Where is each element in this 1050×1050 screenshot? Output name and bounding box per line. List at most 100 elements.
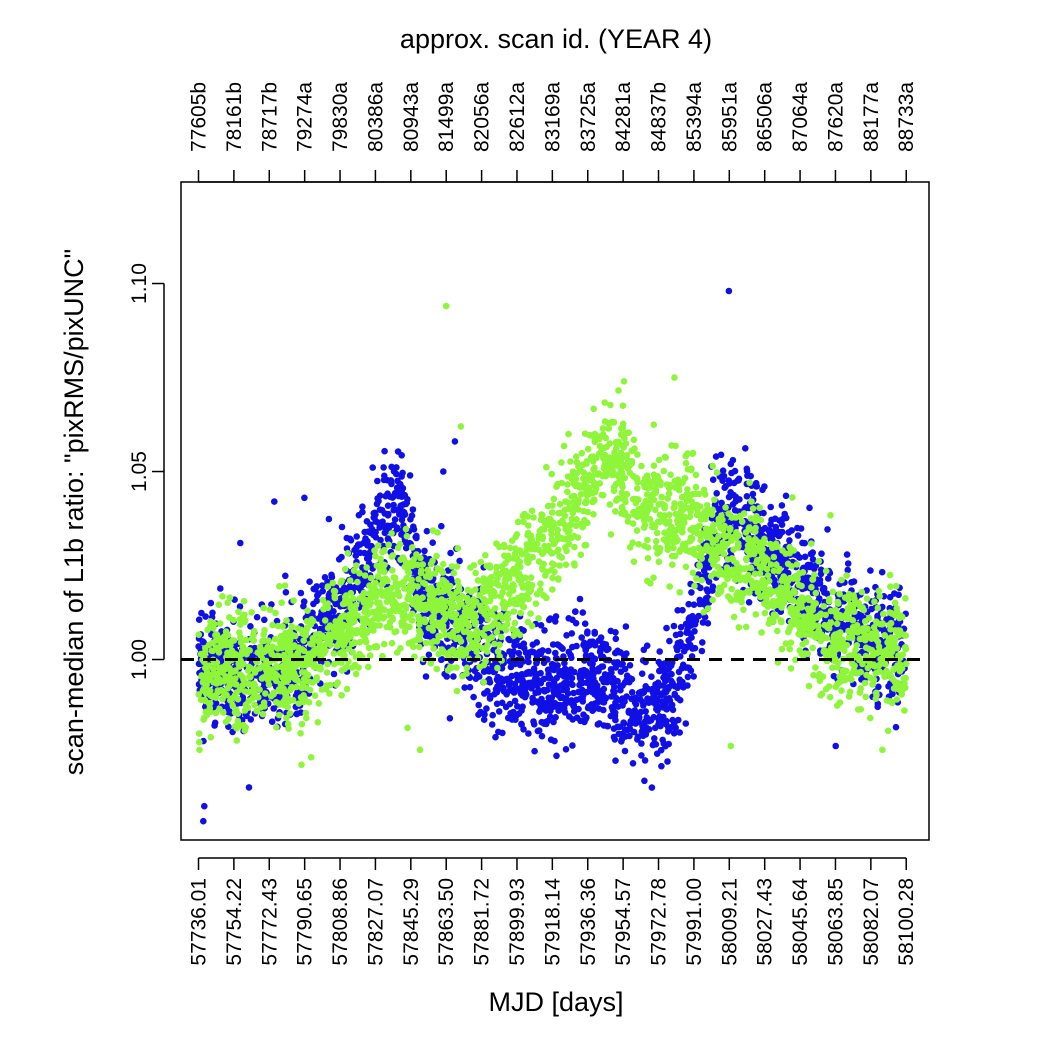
data-point: [767, 503, 774, 511]
data-point: [373, 500, 381, 508]
data-point: [696, 503, 704, 510]
data-point: [704, 588, 712, 595]
data-point: [261, 626, 268, 634]
data-point: [242, 701, 250, 709]
data-point: [635, 541, 642, 548]
data-point: [894, 685, 902, 692]
data-point: [551, 699, 559, 707]
data-point: [412, 569, 420, 576]
data-point: [338, 692, 345, 699]
data-point: [260, 604, 267, 612]
data-point: [321, 574, 329, 581]
data-point: [314, 664, 322, 672]
data-point: [398, 473, 405, 480]
data-point: [687, 466, 695, 474]
data-point: [195, 631, 203, 638]
data-point: [657, 722, 664, 730]
data-point: [811, 622, 819, 629]
data-point: [283, 689, 290, 696]
data-point: [760, 539, 768, 547]
data-point: [832, 683, 840, 691]
data-point: [701, 491, 709, 498]
data-point: [643, 491, 651, 498]
data-point: [697, 536, 704, 544]
data-point: [401, 628, 409, 635]
data-point: [895, 632, 902, 639]
data-point: [570, 702, 577, 710]
data-point: [542, 572, 549, 579]
data-point: [815, 557, 822, 565]
data-point: [243, 636, 250, 644]
data-point: [752, 611, 760, 618]
data-point: [683, 644, 690, 652]
data-point: [621, 435, 628, 442]
data-point: [379, 615, 387, 622]
data-point: [596, 720, 603, 727]
data-point: [381, 447, 388, 455]
data-point: [771, 576, 778, 584]
data-point: [742, 445, 749, 452]
data-point: [626, 662, 634, 669]
data-point: [405, 569, 413, 577]
data-point: [700, 567, 708, 574]
data-point: [259, 710, 267, 718]
data-point: [709, 539, 717, 547]
data-point: [722, 504, 729, 511]
data-point: [528, 679, 536, 686]
data-point: [738, 598, 745, 606]
data-point: [760, 509, 767, 517]
data-point: [425, 651, 433, 659]
data-point: [727, 524, 734, 532]
data-point: [226, 614, 233, 621]
data-point: [268, 601, 275, 608]
data-point: [384, 522, 391, 530]
data-point: [731, 467, 739, 475]
data-point: [667, 703, 675, 710]
data-point: [539, 535, 546, 543]
data-point: [468, 588, 475, 596]
data-point: [310, 585, 318, 593]
data-point: [195, 616, 203, 623]
data-point: [873, 618, 880, 625]
data-point: [472, 569, 479, 577]
data-point: [501, 604, 508, 612]
data-point: [353, 562, 360, 569]
data-point: [832, 606, 839, 614]
data-point: [770, 553, 778, 561]
data-point: [785, 590, 793, 597]
data-point: [565, 505, 572, 513]
data-point: [493, 700, 501, 708]
data-point: [563, 632, 570, 639]
data-point: [901, 644, 909, 651]
data-point: [533, 540, 541, 547]
data-point: [463, 628, 470, 635]
data-point: [763, 598, 771, 606]
data-point: [689, 569, 697, 577]
data-point: [555, 546, 562, 554]
data-point: [836, 699, 844, 706]
data-point: [571, 560, 578, 567]
data-point: [541, 542, 548, 550]
data-point: [370, 514, 378, 521]
data-point: [596, 480, 604, 487]
data-point: [546, 699, 553, 706]
data-point: [479, 585, 487, 592]
data-point: [530, 665, 538, 672]
data-point: [866, 634, 873, 641]
data-point: [350, 567, 358, 574]
data-point: [361, 572, 369, 579]
data-point: [711, 501, 719, 509]
data-point: [514, 703, 521, 710]
data-point: [663, 539, 671, 547]
data-point: [283, 617, 290, 624]
data-point: [643, 714, 651, 721]
data-point: [349, 595, 357, 602]
data-point: [646, 515, 654, 523]
data-point: [679, 606, 686, 614]
data-point: [822, 567, 830, 575]
data-point: [893, 645, 901, 652]
data-point: [209, 609, 216, 617]
data-point: [579, 523, 586, 531]
data-point: [552, 618, 559, 625]
